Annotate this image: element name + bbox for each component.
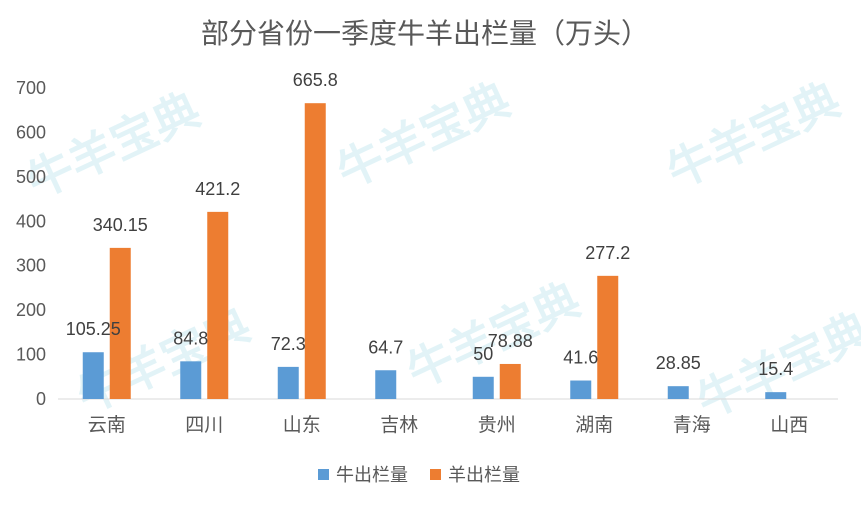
data-label: 72.3 (271, 334, 306, 354)
bar-cattle (570, 380, 592, 399)
x-tick-label: 山东 (283, 414, 321, 436)
bar-cattle (180, 361, 202, 399)
x-tick-label: 山西 (770, 414, 808, 436)
y-tick-label: 400 (16, 211, 46, 231)
y-tick-label: 0 (36, 389, 46, 409)
legend-label: 牛出栏量 (336, 465, 408, 486)
legend-swatch (430, 469, 441, 480)
data-label: 105.25 (66, 319, 121, 339)
bar-sheep (304, 103, 326, 399)
data-label: 84.8 (173, 328, 208, 348)
watermark-text: 牛羊宝典 (328, 72, 518, 199)
bar-cattle (375, 370, 397, 399)
watermark-text: 牛羊宝典 (658, 72, 848, 199)
legend-swatch (318, 469, 329, 480)
bar-sheep (207, 211, 229, 399)
x-tick-label: 贵州 (478, 414, 516, 436)
bar-cattle (667, 386, 689, 399)
bar-cattle (82, 352, 104, 399)
bar-cattle (277, 366, 299, 399)
data-label: 340.15 (93, 215, 148, 235)
x-tick-label: 四川 (185, 414, 223, 436)
x-tick-label: 吉林 (380, 414, 418, 436)
data-label: 277.2 (585, 243, 630, 263)
x-tick-label: 云南 (88, 414, 126, 436)
legend-label: 羊出栏量 (448, 465, 520, 486)
x-tick-label: 湖南 (575, 414, 613, 436)
data-label: 15.4 (758, 359, 793, 379)
y-tick-label: 100 (16, 345, 46, 365)
y-tick-label: 300 (16, 256, 46, 276)
x-axis: 云南 四川 山东 吉林 贵州 湖南 青海 山西 (88, 414, 809, 436)
bar-cattle (472, 376, 494, 399)
data-label: 28.85 (656, 353, 701, 373)
y-tick-label: 200 (16, 300, 46, 320)
chart-title: 部分省份一季度牛羊出栏量（万头） (201, 17, 649, 50)
data-label: 78.88 (488, 331, 533, 351)
legend: 牛出栏量 羊出栏量 (318, 465, 520, 486)
data-label: 50 (473, 344, 493, 364)
bar-sheep (499, 363, 521, 399)
bar-sheep (597, 275, 619, 399)
watermark-text: 牛羊宝典 (18, 82, 208, 209)
data-label: 41.6 (563, 348, 598, 368)
data-label: 421.2 (195, 179, 240, 199)
y-axis: 0 100 200 300 400 500 600 700 (16, 78, 46, 409)
data-label: 64.7 (368, 337, 403, 357)
bar-sheep (109, 247, 131, 399)
bars-layer (82, 103, 787, 399)
data-label: 665.8 (293, 70, 338, 90)
y-tick-label: 500 (16, 167, 46, 187)
y-tick-label: 700 (16, 78, 46, 98)
y-tick-label: 600 (16, 122, 46, 142)
x-tick-label: 青海 (673, 414, 711, 436)
data-labels-layer: 105.25 340.15 84.8 421.2 72.3 665.8 64.7 5078.8… (66, 70, 794, 379)
bar-cattle (765, 392, 787, 399)
